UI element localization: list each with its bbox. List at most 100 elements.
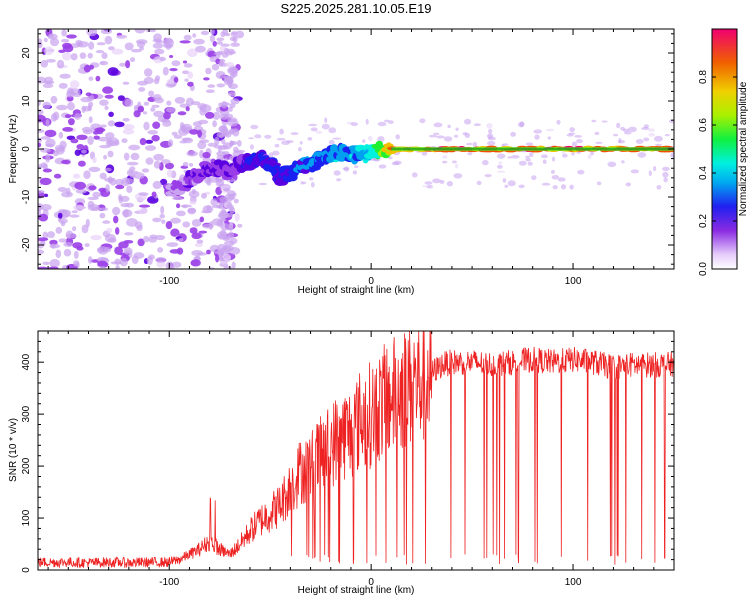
spectrogram-blob — [122, 81, 130, 85]
spectrogram-blob — [83, 170, 91, 179]
spectrogram-blob — [551, 156, 556, 162]
spectrogram-blob — [233, 146, 239, 153]
spectrogram-blob — [209, 34, 215, 43]
spectrogram-blob — [542, 159, 547, 164]
spectrogram-blob — [104, 105, 109, 111]
spectrogram-blob — [387, 120, 394, 124]
spectrogram-blob — [42, 101, 51, 109]
spectrogram-blob — [157, 247, 164, 253]
spectrogram-blob — [161, 219, 166, 224]
spectrogram-blob — [119, 258, 128, 267]
spectrogram-blob — [250, 124, 259, 130]
spectrogram-blob — [106, 227, 113, 234]
spectrogram-blob — [42, 261, 50, 265]
spectrogram-blob — [372, 158, 380, 161]
spectrogram-blob — [159, 56, 167, 62]
spectrogram-blob — [122, 117, 130, 122]
spectrogram-blob — [210, 29, 215, 35]
spectrogram-blob — [518, 160, 527, 166]
spectrogram-blob — [656, 185, 662, 190]
spectrogram-blob — [362, 139, 366, 144]
spectrogram-blob — [225, 234, 231, 240]
spectrogram-blob — [104, 167, 112, 172]
spectrogram-blob — [527, 161, 533, 166]
spectrogram-blob — [162, 66, 169, 76]
spectrogram-blob — [328, 139, 335, 145]
spectrogram-blob — [184, 78, 189, 82]
spectrogram-blob — [38, 249, 45, 255]
spectrogram-blob — [221, 151, 230, 155]
spectrogram-blob — [104, 94, 114, 99]
spectrogram-blob — [574, 135, 583, 138]
spectrogram-blob — [97, 260, 108, 267]
spectrogram-blob — [58, 49, 66, 53]
spectrogram-blob — [55, 249, 62, 259]
spectrogram-blob — [467, 152, 473, 156]
spectrogram-blob — [104, 35, 113, 45]
spectrogram-blob — [218, 59, 224, 67]
spectrogram-blob — [193, 38, 205, 45]
spectrogram-blob — [70, 53, 78, 61]
spectrogram-blob — [488, 128, 493, 134]
spectrogram-blob — [200, 30, 210, 36]
spectrogram-blob — [551, 175, 560, 180]
spectrogram-blob — [333, 170, 341, 176]
spectrogram-blob — [148, 90, 155, 97]
spectrogram-blob — [276, 137, 286, 141]
spectrogram-blob — [160, 205, 165, 215]
spectrogram-blob — [439, 179, 445, 184]
spectrogram-blob — [73, 260, 80, 267]
spectrogram-blob — [154, 48, 165, 55]
spectrogram-blob — [96, 42, 106, 46]
spectrogram-blob — [426, 184, 433, 189]
spectrogram-blob — [120, 195, 130, 202]
spectrogram-blob — [101, 52, 108, 59]
spectrogram-blob — [654, 135, 663, 142]
colorbar-frame — [711, 28, 738, 270]
spectrogram-blob — [321, 123, 330, 130]
spectrogram-blob — [99, 99, 109, 106]
spectrogram-blob — [229, 128, 237, 134]
spectrogram-blob — [205, 111, 215, 119]
ridge-band — [391, 147, 674, 151]
spectrogram-blob — [38, 190, 45, 194]
spectrogram-blob — [124, 178, 135, 185]
spectrogram-blob — [87, 204, 100, 211]
spectrogram-blob — [587, 154, 592, 160]
spectrogram-blob — [225, 32, 231, 37]
spectrogram-blob — [45, 59, 56, 63]
spectrogram-blob — [191, 232, 202, 240]
spectrogram-blob — [171, 60, 181, 67]
spectrogram-blob — [134, 29, 146, 34]
spectrogram-blob — [107, 120, 116, 127]
spectrogram-blob — [192, 121, 203, 127]
spectrogram-blob — [531, 175, 537, 181]
spectrogram-blob — [229, 237, 238, 245]
snr-panel: -100 0 100 0 100 200 300 400 Height of straigh… — [8, 330, 675, 596]
spectrogram-blob — [66, 90, 75, 98]
spectrogram-blob — [264, 134, 272, 139]
spectrogram-blob — [518, 184, 525, 189]
spectrogram-blob — [648, 132, 655, 137]
spectrogram-blob — [221, 138, 226, 145]
spectrogram-blob — [224, 133, 232, 138]
spectrogram-blob — [43, 37, 48, 43]
spectrogram-blob — [179, 140, 187, 144]
spectrogram-blob — [87, 196, 99, 201]
spectrogram-blob — [541, 182, 551, 186]
spectrogram-blob — [446, 181, 453, 187]
spectrogram-blob — [377, 121, 387, 127]
spectrogram-blob — [453, 173, 463, 179]
spectrogram-blob — [111, 48, 124, 55]
snr-background — [38, 331, 674, 570]
spectrogram-blob — [43, 193, 49, 198]
y-tick-label: 0 — [21, 567, 32, 573]
spectrogram-blob — [99, 212, 106, 219]
spectrogram-blob — [218, 126, 228, 133]
spectrogram-blob — [595, 141, 603, 144]
spectrogram-blob — [529, 151, 534, 158]
spectrogram-blob — [299, 141, 303, 145]
spectrogram-blob — [202, 151, 211, 159]
spectrogram-blob — [57, 187, 68, 192]
spectrogram-blob — [165, 221, 173, 230]
